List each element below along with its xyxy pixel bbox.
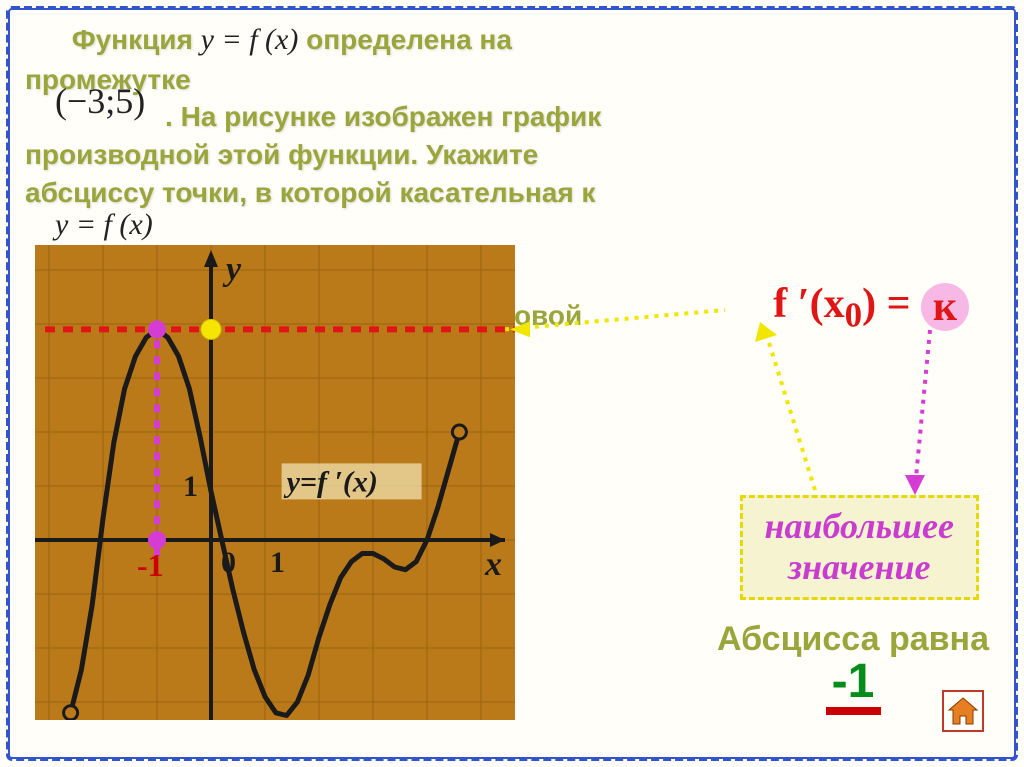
fprime-sub: 0 <box>845 295 863 334</box>
interval-value: (−3;5) <box>55 80 145 122</box>
svg-text:x: x <box>484 546 502 583</box>
k-coefficient: к <box>921 283 969 331</box>
svg-text:y=f ′(x): y=f ′(x) <box>284 465 378 498</box>
formula-yfx: y = f (x) <box>201 23 299 56</box>
svg-text:-1: -1 <box>137 547 164 583</box>
fprime-eq-sign: ) = <box>862 281 921 327</box>
maxval-line2: значение <box>788 547 930 587</box>
graph-container: yx011-1y=f ′(x) <box>35 245 515 720</box>
content-area: Функция y = f (x) определена на промежут… <box>25 20 999 752</box>
maxval-line1: наибольшее <box>765 506 954 546</box>
home-icon[interactable] <box>942 690 984 732</box>
derivative-graph: yx011-1y=f ′(x) <box>35 245 515 720</box>
text-l3: . На рисунке изображен график <box>165 101 601 132</box>
text-func: Функция <box>72 24 201 55</box>
svg-text:1: 1 <box>183 470 198 503</box>
svg-text:0: 0 <box>221 546 236 579</box>
yfx-overlay: y = f (x) <box>55 208 153 242</box>
fprime-equals-k: f ′(x0) = к <box>773 280 969 335</box>
problem-statement: Функция y = f (x) определена на промежут… <box>25 20 999 212</box>
text-l4: производной этой функции. Укажите <box>25 139 538 170</box>
fprime-text: f ′(x <box>773 281 844 327</box>
text-l5: абсциссу точки, в которой касательная к <box>25 177 595 208</box>
max-value-box: наибольшее значение <box>740 495 979 600</box>
text-defon: определена на <box>306 24 512 55</box>
answer-label: Абсцисса равна <box>717 620 989 658</box>
svg-text:1: 1 <box>270 546 285 579</box>
